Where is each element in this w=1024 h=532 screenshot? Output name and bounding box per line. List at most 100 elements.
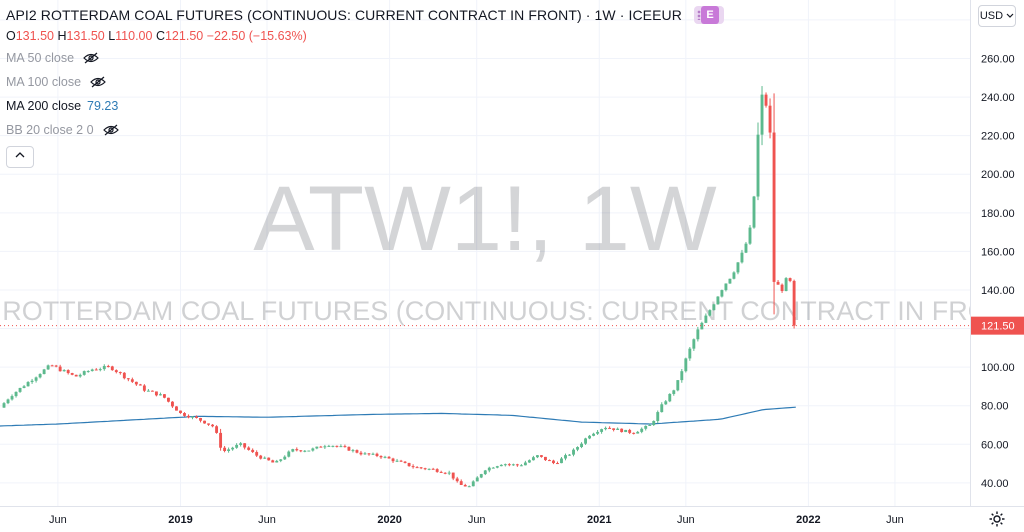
candle-body	[62, 370, 66, 372]
candle-body	[764, 94, 768, 106]
candle-body	[122, 372, 126, 379]
candle-body	[732, 272, 736, 279]
candle-body	[14, 391, 18, 397]
y-tick-label: 220.00	[981, 131, 1015, 143]
candle-body	[716, 296, 720, 305]
candle-body	[415, 467, 419, 469]
candle-body	[339, 446, 343, 448]
candle-body	[435, 469, 439, 472]
symbol-title[interactable]: API2 ROTTERDAM COAL FUTURES (CONTINUOUS:…	[6, 7, 682, 23]
candle-body	[427, 468, 431, 470]
collapse-legend-button[interactable]	[6, 146, 34, 168]
candle-body	[652, 420, 656, 426]
candle-body	[443, 472, 447, 474]
candle-body	[54, 365, 58, 367]
candle-body	[259, 455, 263, 459]
candle-body	[628, 429, 632, 433]
candle-body	[323, 446, 327, 448]
candle-body	[335, 445, 339, 447]
candle-body	[255, 452, 259, 456]
candle-body	[608, 427, 612, 429]
candle-body	[82, 371, 86, 375]
candle-body	[2, 403, 6, 408]
candle-body	[307, 450, 311, 452]
ohlc-readout: O131.50 H131.50 L110.00 C121.50 −22.50 (…	[6, 29, 307, 43]
candle-body	[419, 467, 423, 469]
indicator-row[interactable]: MA 200 close 79.23	[6, 94, 724, 118]
candle-body	[748, 227, 752, 244]
candle-body	[18, 387, 22, 392]
eye-hidden-icon[interactable]	[82, 52, 100, 64]
candle-body	[523, 462, 527, 466]
events-badge[interactable]: E	[693, 6, 724, 24]
candle-body	[78, 374, 82, 377]
eye-hidden-icon[interactable]	[89, 76, 107, 88]
candle-body	[507, 464, 511, 466]
candle-body	[483, 470, 487, 475]
indicator-row[interactable]: BB 20 close 2 0	[6, 118, 724, 142]
candle-body	[66, 370, 70, 374]
candle-body	[463, 484, 467, 487]
candle-body	[231, 447, 235, 450]
candle-body	[676, 380, 680, 391]
candle-body	[150, 390, 154, 392]
candle-body	[267, 457, 271, 461]
candle-body	[431, 468, 435, 470]
candle-body	[407, 462, 411, 467]
candle-body	[548, 460, 551, 462]
eye-hidden-icon[interactable]	[102, 124, 120, 136]
candle-body	[223, 447, 227, 451]
candle-body	[632, 432, 636, 434]
candle-body	[179, 410, 182, 414]
candle-body	[399, 460, 403, 462]
candle-body	[26, 382, 30, 387]
chevron-down-icon	[1006, 13, 1014, 18]
candle-body	[291, 449, 295, 452]
candle-body	[343, 446, 347, 448]
y-tick-label: 140.00	[981, 285, 1015, 297]
candle-body	[636, 431, 640, 434]
candle-body	[134, 381, 138, 385]
candle-body	[359, 452, 363, 455]
candle-body	[519, 465, 523, 467]
candle-body	[371, 453, 375, 455]
low-value: 110.00	[115, 29, 153, 43]
last-price-label: 121.50	[981, 321, 1015, 333]
candle-body	[102, 366, 106, 370]
candle-body	[347, 446, 351, 451]
candle-body	[171, 401, 174, 407]
candle-body	[724, 283, 728, 291]
candle-body	[620, 428, 624, 433]
candle-body	[596, 431, 600, 434]
candle-body	[592, 433, 596, 436]
candle-body	[664, 401, 668, 405]
candle-body	[728, 278, 732, 284]
candle-body	[315, 446, 319, 449]
time-axis[interactable]: Jun 2019 Jun 2020 Jun 2021 Jun 2022 Jun	[0, 506, 1024, 532]
indicator-row[interactable]: MA 100 close	[6, 70, 724, 94]
close-value: 121.50	[164, 29, 204, 43]
candle-body	[211, 424, 215, 427]
candle-body	[375, 453, 379, 457]
candle-body	[680, 371, 684, 381]
price-axis[interactable]: 40.0060.0080.00100.00120.00140.00160.001…	[970, 0, 1024, 532]
x-tick-label: Jun	[258, 514, 276, 526]
candle-body	[279, 459, 283, 461]
indicator-row[interactable]: MA 50 close	[6, 46, 724, 70]
candle-body	[86, 371, 90, 373]
candle-body	[720, 290, 724, 297]
candle-body	[199, 418, 202, 421]
candle-body	[142, 385, 146, 391]
currency-button[interactable]: USD	[978, 5, 1016, 27]
watermark-symbol: ATW1!, 1W	[253, 168, 717, 270]
candle-body	[744, 243, 748, 253]
candle-body	[560, 458, 563, 464]
candle-body	[600, 429, 604, 432]
gear-icon[interactable]	[988, 510, 1006, 528]
candle-body	[692, 339, 696, 349]
candle-body	[576, 447, 579, 450]
candle-body	[383, 456, 387, 458]
candle-body	[235, 444, 239, 448]
x-tick-label: Jun	[886, 514, 904, 526]
